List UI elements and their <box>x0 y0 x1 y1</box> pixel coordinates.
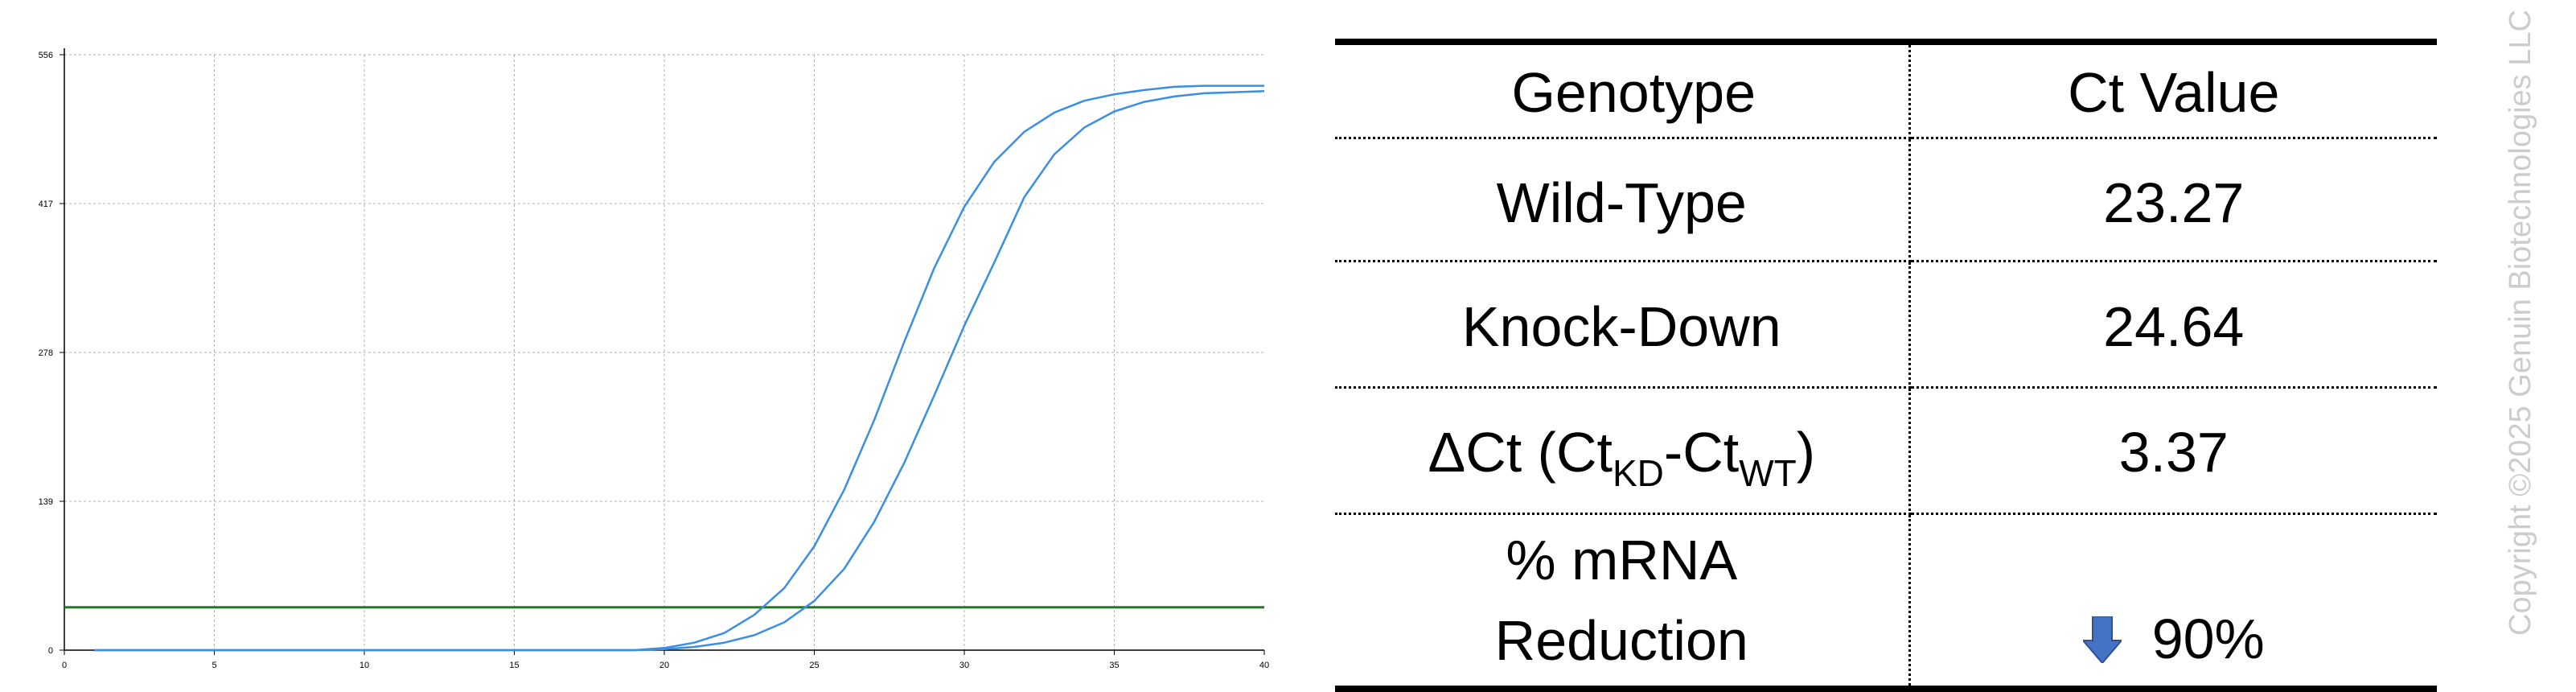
table-row: ΔCt (CtKD-CtWT) 3.37 <box>1335 387 2437 515</box>
x-tick-label: 35 <box>1109 661 1119 670</box>
x-tick-label: 25 <box>809 661 819 670</box>
y-tick-label: 556 <box>39 51 53 60</box>
table-header-row: Genotype Ct Value <box>1335 39 2437 139</box>
y-tick-label: 0 <box>48 646 53 656</box>
series <box>94 84 1265 652</box>
x-tick-label: 15 <box>509 661 519 670</box>
down-arrow-icon <box>2081 603 2123 684</box>
table-row: % mRNA Reduction 90% <box>1335 513 2437 692</box>
amplification-curve-2 <box>94 90 1265 652</box>
x-tick-label: 0 <box>62 661 67 670</box>
delta-sub-kd: KD <box>1612 452 1664 494</box>
x-tick-label: 40 <box>1259 661 1269 670</box>
grid <box>64 54 1264 650</box>
delta-prefix: ΔCt (Ct <box>1428 421 1613 484</box>
delta-mid: -Ct <box>1663 421 1740 484</box>
header-genotype: Genotype <box>1335 39 1911 139</box>
delta-ct-value: 3.37 <box>1909 387 2437 515</box>
y-tick-label: 139 <box>39 497 53 507</box>
axes <box>60 48 1265 655</box>
delta-ct-label: ΔCt (CtKD-CtWT) <box>1335 387 1911 515</box>
amplification-curve-1 <box>94 84 1264 652</box>
x-tick-label: 30 <box>959 661 969 670</box>
reduction-value: 90% <box>2151 608 2265 670</box>
header-ct-value: Ct Value <box>1909 39 2437 139</box>
x-tick-label: 5 <box>212 661 216 670</box>
wild-type-label: Wild-Type <box>1335 138 1911 262</box>
tick-labels: 0 5 10 15 20 25 30 35 40 0 139 278 417 556 <box>39 51 1269 670</box>
table-row: Knock-Down 24.64 <box>1335 261 2437 389</box>
delta-sub-wt: WT <box>1739 452 1797 494</box>
copyright-watermark: Copyright ©2025 Genuin Biotechnologies L… <box>2504 10 2537 636</box>
y-tick-label: 278 <box>39 348 53 358</box>
table-row: Wild-Type 23.27 <box>1335 138 2437 262</box>
delta-suffix: ) <box>1796 421 1816 484</box>
amplification-chart: 0 5 10 15 20 25 30 35 40 0 139 278 417 556 <box>39 48 1269 670</box>
x-tick-label: 20 <box>659 661 669 670</box>
knock-down-ct: 24.64 <box>1909 261 2437 389</box>
reduction-label: % mRNA Reduction <box>1335 513 1911 692</box>
y-tick-label: 417 <box>39 200 53 209</box>
knock-down-label: Knock-Down <box>1335 261 1911 389</box>
reduction-value-cell: 90% <box>1909 513 2437 692</box>
reduction-label-line2: Reduction <box>1494 609 1748 672</box>
reduction-label-line1: % mRNA <box>1506 529 1738 591</box>
ct-results-table: Genotype Ct Value Wild-Type 23.27 Knock-… <box>1335 39 2437 692</box>
x-tick-label: 10 <box>359 661 369 670</box>
wild-type-ct: 23.27 <box>1909 138 2437 262</box>
